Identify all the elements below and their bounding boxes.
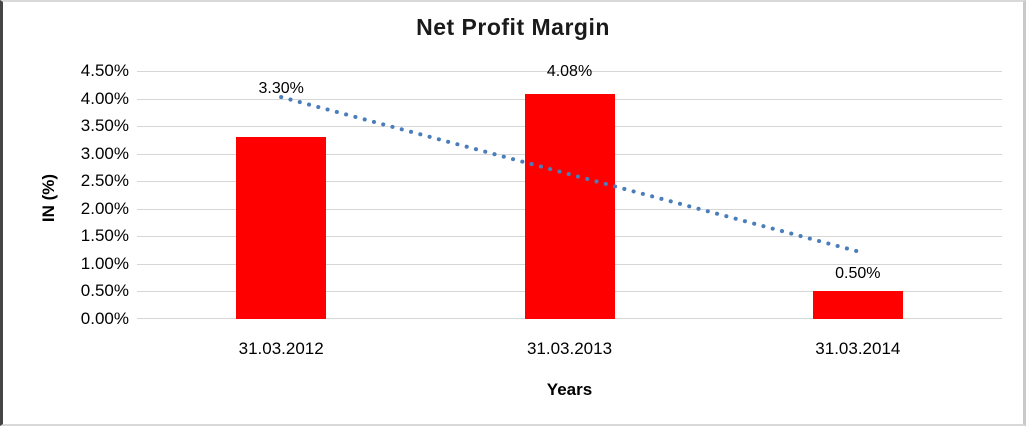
x-axis-title: Years xyxy=(546,380,593,399)
chart-title: Net Profit Margin xyxy=(416,14,610,40)
bar-31.03.2014 xyxy=(812,291,903,319)
x-tick-label: 31.03.2014 xyxy=(815,339,901,358)
y-tick-label: 0.50% xyxy=(80,281,129,301)
y-tick-label: 1.50% xyxy=(80,226,129,246)
x-tick-label: 31.03.2013 xyxy=(526,339,613,358)
gridline xyxy=(137,71,1002,72)
y-tick-label: 0.00% xyxy=(80,309,129,328)
y-tick-label: 1.00% xyxy=(80,253,129,273)
bar-31.03.2012 xyxy=(236,137,327,319)
y-tick-label: 4.00% xyxy=(80,88,129,108)
y-tick-label: 2.00% xyxy=(80,198,129,218)
y-tick-label: 2.50% xyxy=(80,171,129,191)
y-tick-label: 3.50% xyxy=(80,116,129,136)
data-label: 4.08% xyxy=(546,62,593,80)
data-label: 3.30% xyxy=(258,79,304,97)
data-label: 0.50% xyxy=(835,264,881,282)
y-tick-label: 3.00% xyxy=(80,143,129,163)
x-tick-label: 31.03.2012 xyxy=(238,339,324,358)
bar-31.03.2013 xyxy=(524,94,615,319)
plot-area: 3.30% 4.08% 0.50% xyxy=(137,63,1002,319)
trendline xyxy=(279,95,860,254)
y-tick-label: 4.50% xyxy=(80,61,129,80)
